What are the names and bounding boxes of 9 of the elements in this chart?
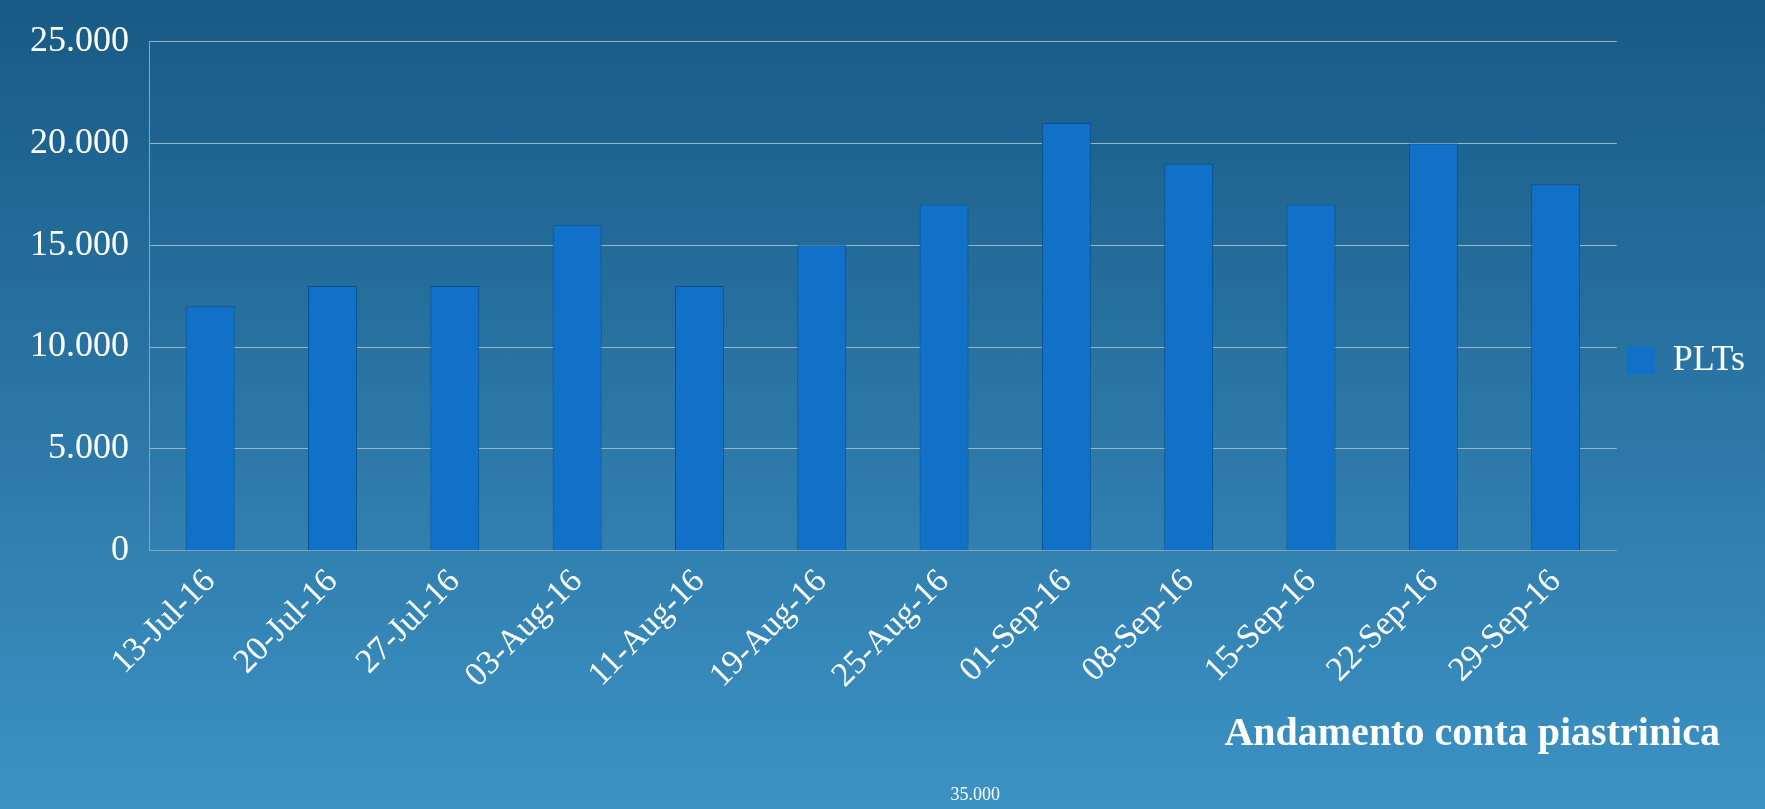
y-tick-label: 25.000 — [30, 19, 129, 60]
y-tick-label: 20.000 — [30, 120, 129, 161]
text: Andamento conta piastrinica — [1224, 709, 1720, 754]
y-tick-label: 10.000 — [30, 324, 129, 365]
y-tick-label: 15.000 — [30, 222, 129, 263]
y-tick-label: 0 — [111, 528, 129, 569]
text: 35.000 — [950, 784, 1000, 804]
y-tick-label: 5.000 — [48, 426, 129, 467]
legend-label: PLTs — [1672, 337, 1746, 378]
